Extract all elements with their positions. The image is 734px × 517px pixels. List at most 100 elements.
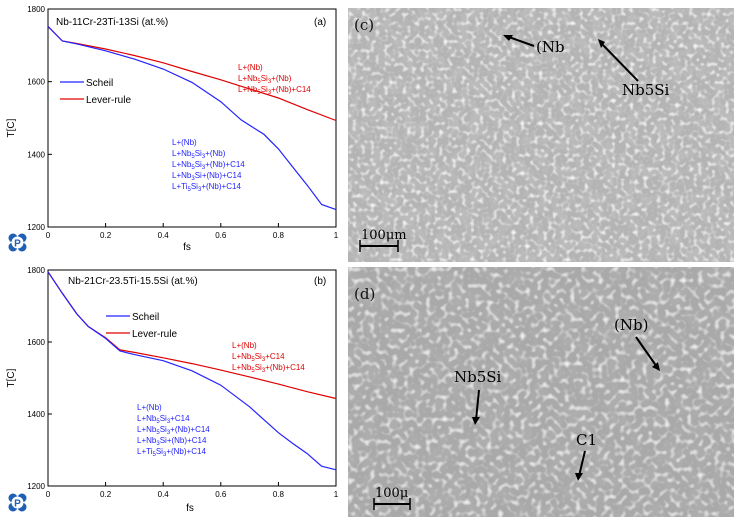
chart-b-blue-annotation-5: L+Ti5Si3+(Nb)+C14 [137, 447, 206, 458]
micrograph-d-nb-annotation: (Nb) [614, 316, 660, 371]
chart-a-lines [47, 25, 337, 211]
micrograph-c-scale-bar: 100μm [359, 228, 407, 252]
chart-b-legend-scheil: Scheil [132, 312, 159, 323]
chart-a-xtick-label: 0.4 [158, 231, 170, 240]
micrograph-d-light-phase [348, 267, 734, 517]
chart-b-blue-annotation-4: L+Nb3Si+(Nb)+C14 [137, 436, 207, 447]
chart-b-frame [47, 269, 337, 487]
micrograph-d-c1-label: C1 [576, 431, 597, 449]
chart-a-blue-annotation-5: L+Ti5Si3+(Nb)+C14 [172, 182, 241, 193]
chart-a-legend-scheil: Scheil [86, 78, 113, 89]
chart-a: 0 0.2 0.4 0.6 0.8 1 1200 1400 1600 1800 Nb-11Cr-… [6, 5, 339, 253]
chart-a-blue-annotation-1-text: L+(Nb) [172, 138, 197, 147]
micrograph-c-nb5si-arrowhead [598, 39, 605, 48]
chart-a-yticks: 1200 1400 1600 1800 [27, 5, 52, 232]
chart-b-blue-annotation-1: L+(Nb) [137, 403, 162, 412]
chart-b-blue-annotation-3: L+Nb5Si3+(Nb)+C14 [137, 425, 210, 436]
chart-b-xtick-label: 0.6 [215, 490, 227, 499]
chart-a-blue-annotation-2: L+Nb5Si3+(Nb) [172, 149, 226, 160]
chart-b-ytick-label: 1800 [27, 266, 45, 275]
chart-a-legend-lever: Lever-rule [86, 95, 131, 106]
micrograph-d-nb-arrow [635, 336, 658, 368]
micrograph-c-nb5si-arrow [600, 42, 639, 82]
chart-b-xtick-label: 0.2 [100, 490, 112, 499]
chart-a-blue-annotation-3: L+Nb5Si3+(Nb)+C14 [172, 160, 245, 171]
chart-a-xtick-label: 1 [334, 231, 339, 240]
chart-a-red-annotation-1-text: L+(Nb) [238, 63, 263, 72]
chart-a-blue-annotation-4: L+Nb3Si+(Nb)+C14 [172, 171, 242, 182]
chart-b-red-annotation-2: L+Nb5Si3+C14 [232, 352, 285, 363]
chart-a-title: Nb-11Cr-23Ti-13Si (at.%) [56, 17, 168, 28]
micrograph-d-scale-label: 100μ [375, 486, 408, 501]
chart-b-xtick-label: 1 [334, 490, 339, 499]
micrograph-d-nb-arrowhead [652, 362, 660, 371]
chart-b-ytick-label: 1200 [27, 482, 45, 491]
chart-a-panel-label: (a) [314, 17, 326, 28]
chart-a-red-annotation-1: L+(Nb) [238, 63, 263, 72]
chart-a-xlabel: fs [183, 242, 191, 253]
chart-a-frame [47, 8, 337, 228]
chart-b: 0 0.2 0.4 0.6 0.8 1 1200 1400 1600 1800 Nb-21Cr-… [6, 266, 339, 514]
chart-b-blue-annotation-1-text: L+(Nb) [137, 403, 162, 412]
chart-a-blue-annotation-1: L+(Nb) [172, 138, 197, 147]
micrograph-d-nb5si-arrowhead [472, 417, 480, 425]
chart-a-series-scheil [47, 25, 337, 211]
chart-a-logo: P [8, 233, 27, 252]
chart-a-xticks: 0 0.2 0.4 0.6 0.8 1 [46, 223, 339, 240]
micrograph-c-nb5si-label: Nb5Si [622, 81, 670, 99]
chart-b-red-annotation-1-text: L+(Nb) [232, 341, 257, 350]
micrograph-c-nb-label: (Nb [536, 38, 565, 56]
chart-a-xtick-label: 0.2 [100, 231, 112, 240]
chart-a-ytick-label: 1400 [27, 150, 45, 159]
chart-b-panel-label: (b) [314, 276, 326, 287]
chart-a-red-annotation-2: L+Nb5Si3+(Nb) [238, 74, 292, 85]
chart-b-blue-annotations: L+(Nb) L+Nb5Si3+C14 L+Nb5Si3+(Nb)+C14 L+… [137, 403, 210, 458]
chart-b-yticks: 1200 1400 1600 1800 [27, 266, 52, 491]
micrograph-d-c1-annotation: C1 [575, 431, 597, 481]
micrograph-c-label: (c) [354, 16, 374, 34]
chart-b-ytick-label: 1600 [27, 338, 45, 347]
micrograph-d: (d) (Nb) Nb5Si C1 100μ [348, 267, 734, 517]
thermocalc-charts: 0 0.2 0.4 0.6 0.8 1 1200 1400 1600 1800 Nb-11Cr-… [6, 5, 339, 514]
chart-b-xtick-label: 0.8 [273, 490, 285, 499]
micrograph-c-nb-arrowhead [503, 35, 513, 41]
chart-b-red-annotations: L+(Nb) L+Nb5Si3+C14 L+Nb5Si3+(Nb)+C14 [232, 341, 305, 374]
chart-b-series-scheil [47, 271, 337, 471]
chart-a-ytick-label: 1600 [27, 78, 45, 87]
micrograph-d-c1-arrowhead [575, 473, 583, 481]
chart-b-ytick-label: 1400 [27, 410, 45, 419]
chart-a-ylabel: T[C] [6, 118, 17, 137]
chart-b-red-annotation-1: L+(Nb) [232, 341, 257, 350]
chart-a-xtick-label: 0.6 [215, 231, 227, 240]
chart-a-xtick-label: 0.8 [273, 231, 285, 240]
chart-b-logo-letter: P [14, 499, 21, 510]
chart-b-xlabel: fs [186, 503, 194, 514]
chart-b-blue-annotation-2: L+Nb5Si3+C14 [137, 414, 190, 425]
chart-a-blue-annotations: L+(Nb) L+Nb5Si3+(Nb) L+Nb5Si3+(Nb)+C14 L… [172, 138, 245, 193]
chart-a-xtick-label: 0 [46, 231, 51, 240]
micrograph-c-nb5si-annotation: Nb5Si [598, 39, 670, 99]
micrograph-d-nb5si-annotation: Nb5Si [454, 368, 502, 425]
chart-b-legend-lever: Lever-rule [132, 329, 177, 340]
chart-a-ytick-label: 1200 [27, 223, 45, 232]
chart-b-red-annotation-3: L+Nb5Si3+(Nb)+C14 [232, 363, 305, 374]
chart-a-logo-letter: P [14, 239, 21, 250]
chart-b-ylabel: T[C] [6, 368, 17, 387]
micrograph-c-nb-annotation: (Nb [503, 35, 565, 56]
chart-a-ytick-label: 1800 [27, 5, 45, 14]
chart-b-lines [47, 271, 337, 471]
chart-a-logo-center [11, 236, 24, 249]
micrograph-d-c1-arrow [578, 450, 586, 477]
micrograph-d-nb5si-label: Nb5Si [454, 368, 502, 386]
chart-b-logo-center [11, 496, 24, 509]
chart-a-red-annotation-3: L+Nb5Si3+(Nb)+C14 [238, 85, 311, 96]
micrograph-d-scale-bar: 100μ [373, 486, 411, 510]
chart-b-xtick-label: 0.4 [158, 490, 170, 499]
chart-b-xticks: 0 0.2 0.4 0.6 0.8 1 [46, 482, 339, 499]
chart-b-xtick-label: 0 [46, 490, 51, 499]
micrograph-d-nb-label: (Nb) [614, 316, 648, 334]
chart-b-title: Nb-21Cr-23.5Ti-15.5Si (at.%) [68, 276, 198, 287]
chart-a-red-annotations: L+(Nb) L+Nb5Si3+(Nb) L+Nb5Si3+(Nb)+C14 [238, 63, 311, 96]
micrograph-c: (c) (Nb Nb5Si 100μm [348, 8, 734, 262]
micrograph-c-scale-label: 100μm [361, 228, 407, 243]
